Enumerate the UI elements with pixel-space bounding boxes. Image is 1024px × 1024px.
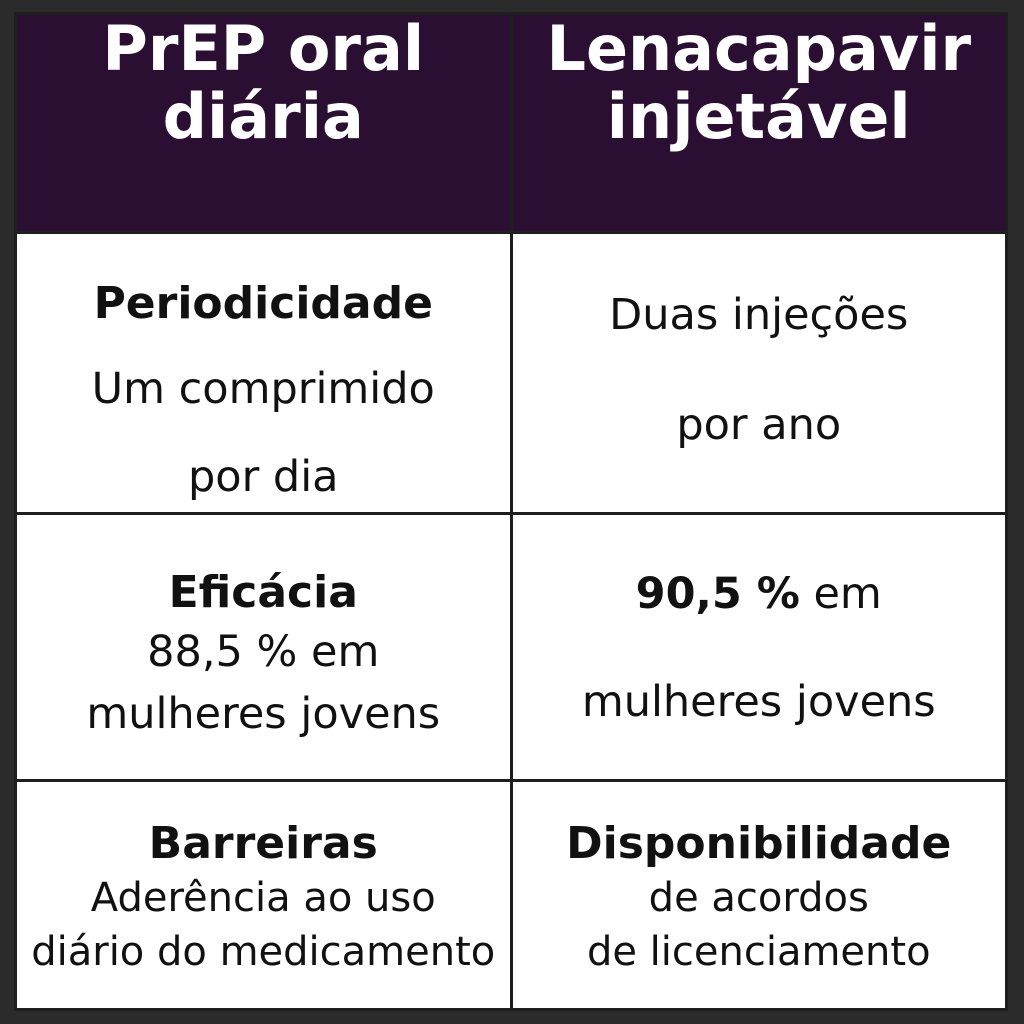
header-lenacapavir-line-1: Lenacapavir <box>546 13 972 85</box>
lenacapavir-disponibilidade-line-2: de licenciamento <box>586 929 931 975</box>
cell-lenacapavir-eficacia: 90,5 % em mulheres jovens <box>509 512 1008 782</box>
lenacapavir-periodicidade-line-1: Duas injeções <box>609 290 909 340</box>
header-prep-oral-line-1: PrEP oral <box>102 13 425 85</box>
row-eficacia: Eficácia 88,5 % em mulheres jovens 90,5 … <box>14 512 1008 782</box>
lenacapavir-eficacia-line-1: 90,5 % em <box>514 517 1004 624</box>
row-barreiras: Barreiras Aderência ao uso diário do med… <box>14 779 1008 1011</box>
comparison-table: PrEP oral diária Lenacapavir injetável P… <box>14 12 1008 1011</box>
lenacapavir-eficacia-value-rest: em <box>799 569 882 619</box>
prep-periodicidade-line-1: Um comprimido <box>91 364 435 414</box>
cell-prep-periodicidade: Periodicidade Um comprimido por dia <box>14 231 513 515</box>
lenacapavir-eficacia-line-2: mulheres jovens <box>581 677 936 727</box>
lenacapavir-eficacia-value: 90,5 % <box>635 569 800 619</box>
label-barreiras: Barreiras <box>148 818 378 869</box>
cell-lenacapavir-disponibilidade: Disponibilidade de acordos de licenciame… <box>509 779 1008 1011</box>
cell-prep-eficacia: Eficácia 88,5 % em mulheres jovens <box>14 512 513 782</box>
prep-barreiras-line-2: diário do medicamento <box>31 929 496 975</box>
prep-periodicidade-line-2: por dia <box>187 452 339 502</box>
lenacapavir-disponibilidade-line-1: de acordos <box>648 875 869 921</box>
header-row: PrEP oral diária Lenacapavir injetável <box>14 12 1008 234</box>
comparison-frame: PrEP oral diária Lenacapavir injetável P… <box>14 12 1008 1011</box>
prep-eficacia-line-1: 88,5 % em <box>147 627 380 677</box>
header-prep-oral: PrEP oral diária <box>14 12 513 234</box>
prep-eficacia-line-2: mulheres jovens <box>86 689 441 739</box>
header-lenacapavir-line-2: injetável <box>606 80 911 153</box>
header-prep-oral-line-2: diária <box>162 80 364 153</box>
cell-prep-barreiras: Barreiras Aderência ao uso diário do med… <box>14 779 513 1011</box>
label-periodicidade: Periodicidade <box>93 278 433 329</box>
header-lenacapavir: Lenacapavir injetável <box>509 12 1008 234</box>
row-periodicidade: Periodicidade Um comprimido por dia Duas… <box>14 231 1008 515</box>
lenacapavir-periodicidade-line-2: por ano <box>676 400 842 450</box>
prep-barreiras-line-1: Aderência ao uso <box>90 875 436 921</box>
cell-lenacapavir-periodicidade: Duas injeções por ano <box>509 231 1008 515</box>
label-eficacia: Eficácia <box>168 567 358 618</box>
label-disponibilidade: Disponibilidade <box>566 818 952 869</box>
